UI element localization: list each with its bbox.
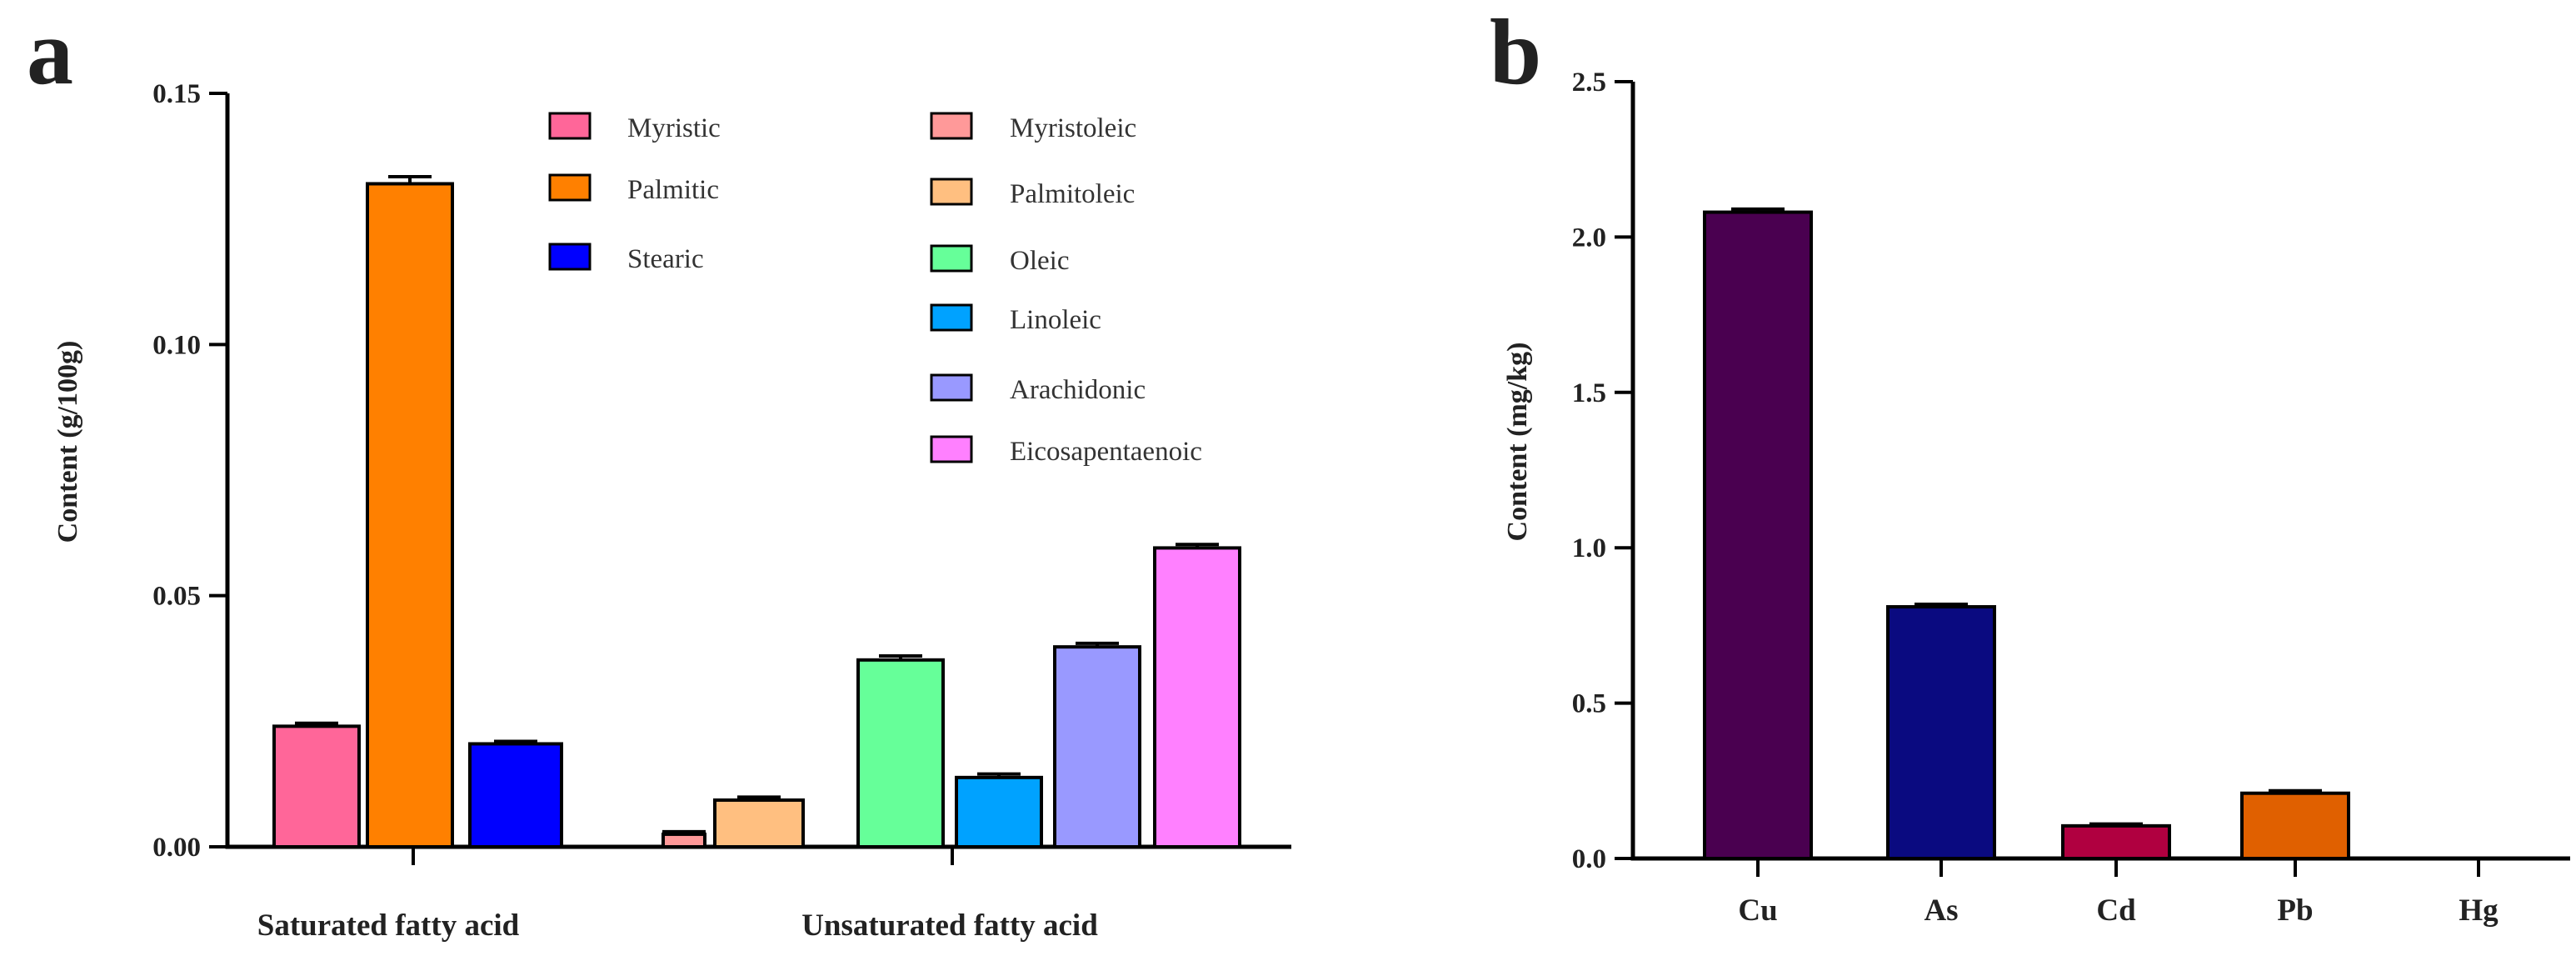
bar [1153, 546, 1241, 848]
y-tick-label: 0.10 [152, 330, 201, 360]
y-tick-label: 0.5 [1572, 689, 1606, 719]
legend-swatch [930, 373, 973, 402]
y-tick-label: 2.0 [1572, 223, 1606, 253]
x-group-label: Unsaturated fatty acid [801, 908, 1098, 943]
bar-as: As [1886, 603, 1996, 928]
bar [2061, 823, 2171, 861]
panel-b-bar-chart: b Content (mg/kg) 0.0 0.5 1.0 1.5 2.0 2.5 Cu As… [1490, 1, 2570, 928]
legend-label: Palmitic [627, 175, 719, 205]
panel-a-y-axis-label: Content (g/100g) [52, 341, 83, 543]
bar [856, 658, 945, 848]
x-group-label: Saturated fatty acid [257, 908, 520, 943]
legend-swatch [548, 243, 592, 271]
legend-label: Palmitoleic [1010, 179, 1135, 209]
x-tick-label: Pb [2277, 893, 2313, 928]
y-tick-label: 0.00 [152, 833, 201, 863]
bar [713, 798, 805, 849]
legend-swatch [930, 178, 973, 206]
legend-label: Linoleic [1010, 305, 1101, 335]
bar [468, 742, 563, 848]
legend-swatch [930, 435, 973, 463]
panel-a-letter: a [27, 1, 73, 104]
bar [272, 724, 361, 848]
legend-label: Stearic [627, 244, 704, 274]
legend-label: Myristoleic [1010, 113, 1136, 143]
panel-a-bar-chart: a Content (g/100g) 0.00 0.05 0.10 0.15 Satur… [27, 1, 1291, 943]
legend-swatch [930, 303, 973, 332]
x-tick-label: Cd [2096, 893, 2136, 928]
panel-b-y-axis-label: Content (mg/kg) [1502, 343, 1533, 542]
bar-group: Saturated fatty acid [257, 175, 563, 943]
bar [1703, 210, 1813, 861]
legend-label: Arachidonic [1010, 375, 1146, 405]
legend-swatch [548, 112, 592, 140]
bar-hg: Hg [2459, 858, 2499, 928]
bar-pb: Pb [2240, 788, 2350, 928]
legend-label: Eicosapentaenoic [1010, 437, 1202, 467]
y-tick-label: 1.5 [1572, 378, 1606, 408]
y-tick-label: 1.0 [1572, 533, 1606, 563]
legend: Myristic Palmitic Stearic Myristoleic Palmit… [548, 112, 1202, 467]
bar [1886, 605, 1996, 860]
y-tick-label: 2.5 [1572, 68, 1606, 98]
legend-swatch [548, 173, 592, 202]
x-tick-label: Cu [1738, 893, 1777, 928]
bar [955, 775, 1043, 848]
x-tick-label: As [1924, 893, 1958, 928]
bar-cu: Cu [1703, 207, 1813, 928]
legend-label: Oleic [1010, 246, 1069, 276]
bar [661, 832, 706, 849]
y-tick-label: 0.05 [152, 582, 201, 612]
legend-swatch [930, 244, 973, 273]
bar [1053, 645, 1141, 848]
y-tick-label: 0.0 [1572, 844, 1606, 874]
bar-cd: Cd [2061, 822, 2171, 928]
x-tick-label: Hg [2459, 893, 2499, 928]
panel-b-letter: b [1490, 1, 1541, 104]
y-tick-label: 0.15 [152, 79, 201, 109]
legend-label: Myristic [627, 113, 721, 143]
bar [366, 182, 454, 849]
bar-group: Unsaturated fatty acid [661, 543, 1241, 943]
bar [2240, 791, 2350, 860]
legend-swatch [930, 112, 973, 140]
